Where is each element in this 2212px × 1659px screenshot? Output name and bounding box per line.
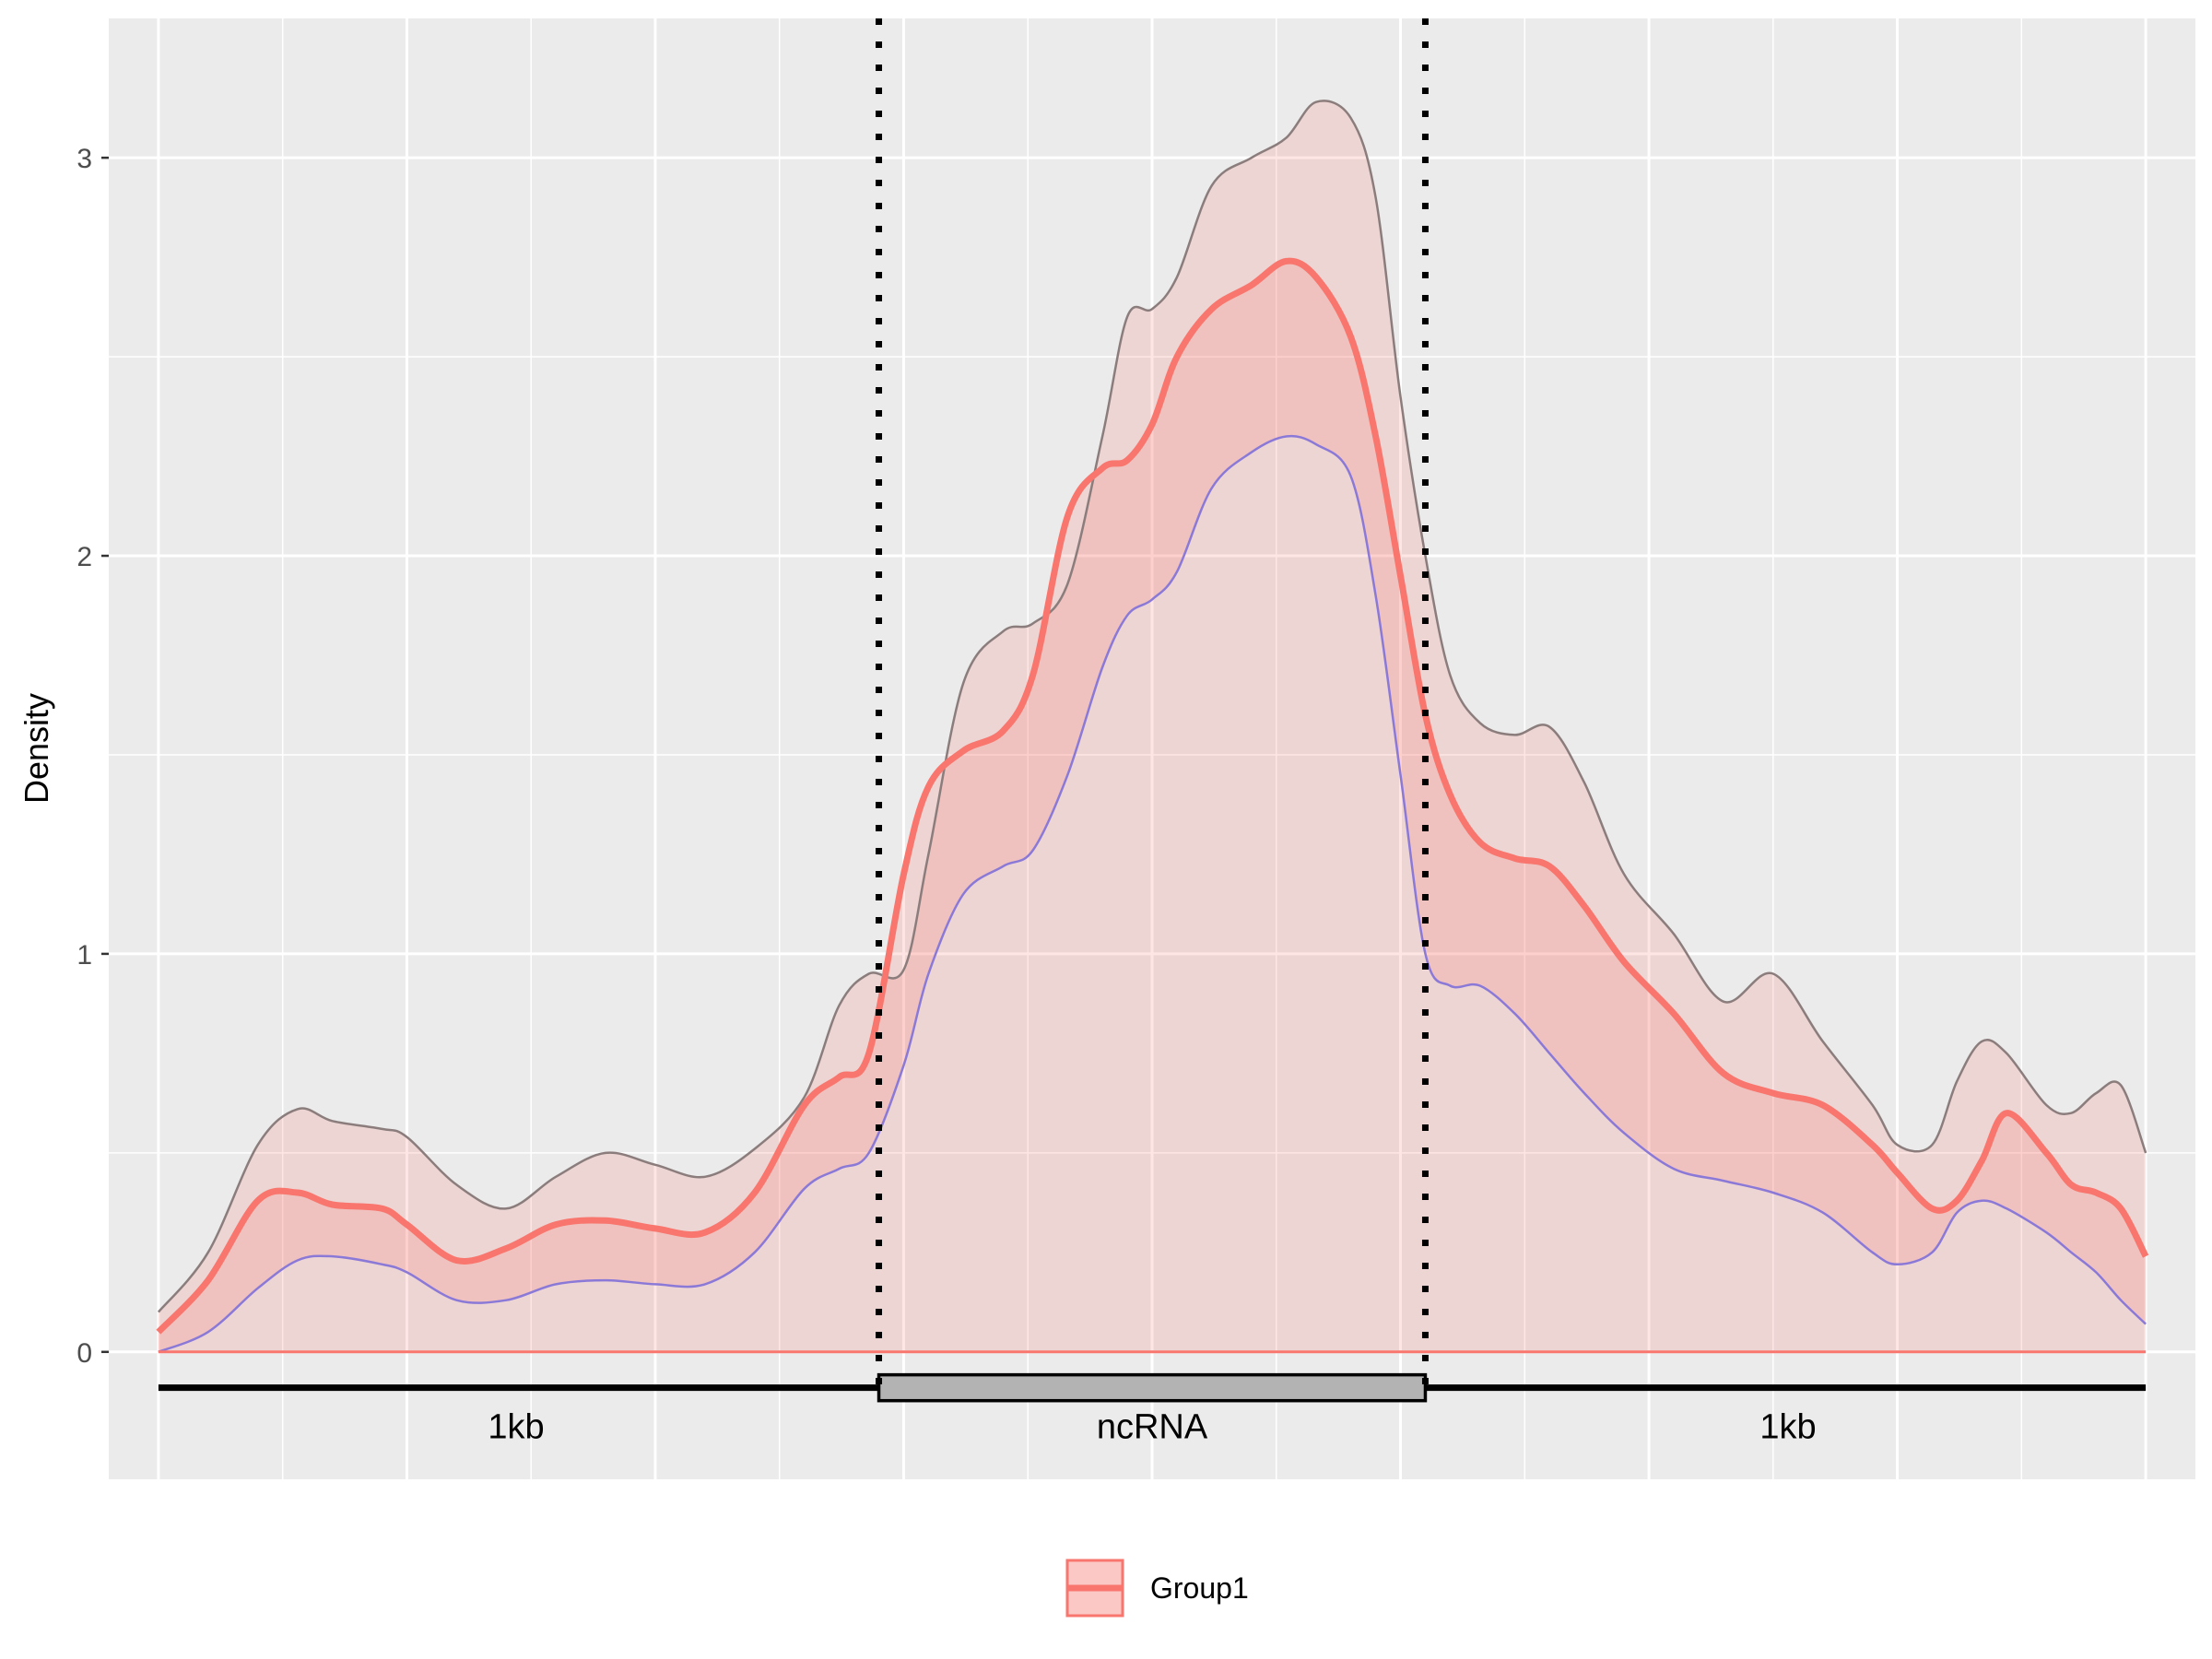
confidence-band [156,100,2149,1353]
y-tick-label: 2 [76,542,92,572]
gene-region-label: 1kb [488,1408,544,1447]
upper-bound-line [157,100,2147,1313]
y-tick-label: 3 [76,144,92,174]
y-tick-label: 1 [76,940,92,971]
legend-label: Group1 [1150,1571,1249,1605]
legend: Group1 [1065,1558,1249,1618]
y-axis-title: Density [18,693,55,804]
y-axis-ticks: 0 1 2 3 [76,144,109,1369]
band-inner-area [158,261,2147,1352]
y-tick-label: 0 [76,1338,92,1369]
series-mean-line [156,257,2149,1335]
ncrna-box [877,1372,1428,1403]
band-outer-area [158,100,2147,1352]
grid-major [109,18,2195,1479]
lower-bound-line [158,434,2147,1353]
gene-region-label: ncRNA [1097,1408,1208,1447]
gene-model: 1kb ncRNA 1kb [158,1372,2147,1447]
gene-region-label: 1kb [1759,1408,1816,1447]
